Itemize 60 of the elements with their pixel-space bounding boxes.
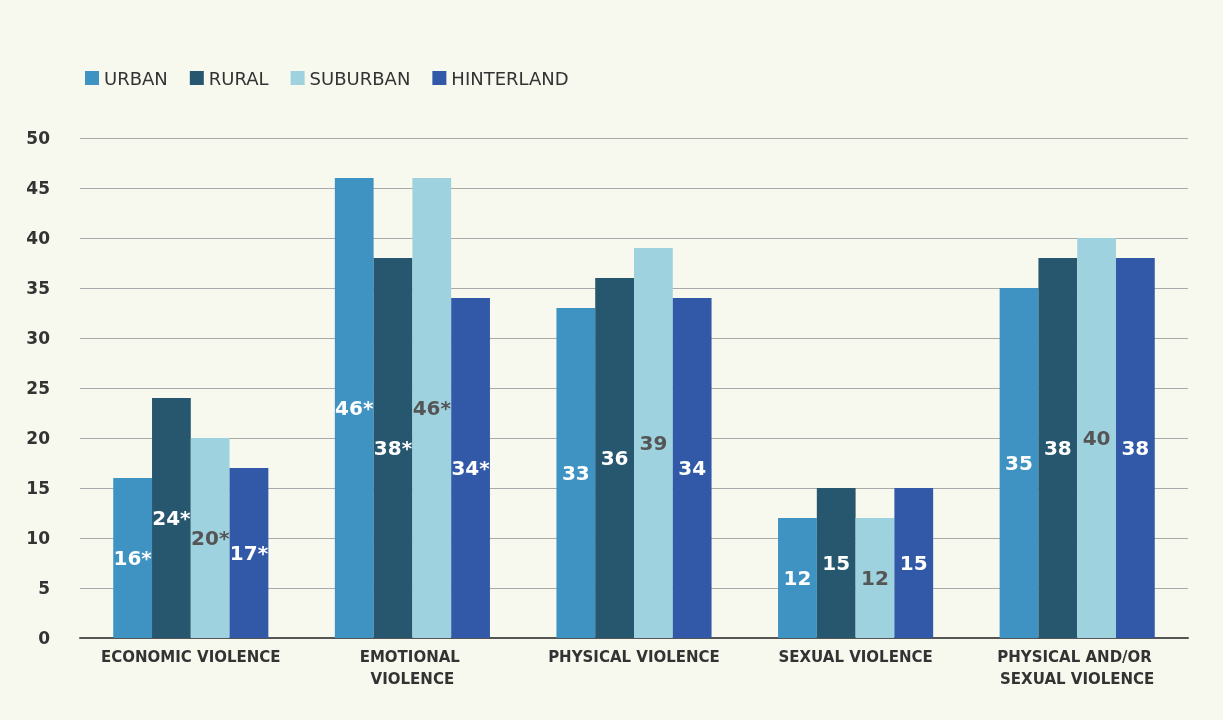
data-label: 46* bbox=[412, 396, 452, 420]
y-tick-label: 20 bbox=[26, 428, 51, 448]
data-label: 16* bbox=[113, 546, 153, 570]
data-label: 24* bbox=[152, 506, 192, 530]
data-label: 33 bbox=[561, 461, 590, 485]
bar bbox=[113, 478, 153, 638]
legend-label: RURAL bbox=[208, 67, 269, 89]
y-tick-label: 35 bbox=[26, 278, 50, 298]
x-tick-label: ECONOMIC VIOLENCE bbox=[101, 648, 281, 666]
x-tick-label: PHYSICAL AND/OR SEXUAL VIOLENCE bbox=[997, 648, 1158, 688]
y-tick-label: 50 bbox=[26, 128, 51, 148]
bar bbox=[999, 288, 1039, 638]
y-tick-label: 5 bbox=[38, 578, 50, 598]
bar bbox=[634, 248, 673, 638]
data-label: 39 bbox=[639, 431, 668, 455]
bar bbox=[412, 178, 452, 638]
bar bbox=[1038, 258, 1078, 638]
bar bbox=[1115, 258, 1155, 638]
bar bbox=[1077, 238, 1116, 638]
bar bbox=[556, 308, 596, 638]
x-tick-label: SEXUAL VIOLENCE bbox=[778, 648, 933, 666]
data-label: 12 bbox=[861, 566, 889, 590]
data-label: 12 bbox=[783, 566, 812, 590]
data-label: 34* bbox=[451, 456, 491, 480]
legend-label: SUBURBAN bbox=[309, 67, 411, 89]
x-tick-label: EMOTIONAL VIOLENCE bbox=[359, 648, 466, 688]
y-tick-label: 45 bbox=[26, 178, 50, 198]
data-label: 40 bbox=[1082, 426, 1111, 450]
bar bbox=[152, 398, 191, 638]
data-label: 15 bbox=[822, 551, 851, 575]
data-label: 38 bbox=[1121, 436, 1150, 460]
bar bbox=[672, 298, 712, 638]
y-tick-label: 30 bbox=[26, 328, 51, 348]
y-tick-label: 10 bbox=[26, 528, 51, 548]
bar bbox=[451, 298, 490, 638]
data-label: 17* bbox=[229, 541, 269, 565]
y-tick-label: 40 bbox=[26, 228, 51, 248]
data-label: 20* bbox=[191, 526, 230, 550]
legend-label: URBAN bbox=[104, 67, 168, 89]
bar bbox=[595, 278, 634, 638]
data-label: 35 bbox=[1005, 451, 1033, 475]
y-tick-label: 15 bbox=[26, 478, 50, 498]
data-label: 38* bbox=[373, 436, 413, 460]
bar bbox=[778, 518, 817, 638]
bar bbox=[855, 518, 895, 638]
data-label: 38 bbox=[1043, 436, 1072, 460]
x-tick-label: PHYSICAL VIOLENCE bbox=[548, 648, 720, 666]
data-label: 36 bbox=[600, 446, 629, 470]
data-label: 46* bbox=[335, 396, 374, 420]
y-tick-label: 0 bbox=[38, 628, 51, 648]
bar bbox=[334, 178, 374, 638]
bar bbox=[373, 258, 413, 638]
y-tick-label: 25 bbox=[26, 378, 50, 398]
bar bbox=[816, 488, 856, 638]
bar bbox=[229, 468, 269, 638]
bar bbox=[190, 438, 230, 638]
data-label: 15 bbox=[899, 551, 928, 575]
bar bbox=[894, 488, 934, 638]
data-label: 34 bbox=[678, 456, 707, 480]
legend-label: HINTERLAND bbox=[451, 67, 569, 89]
